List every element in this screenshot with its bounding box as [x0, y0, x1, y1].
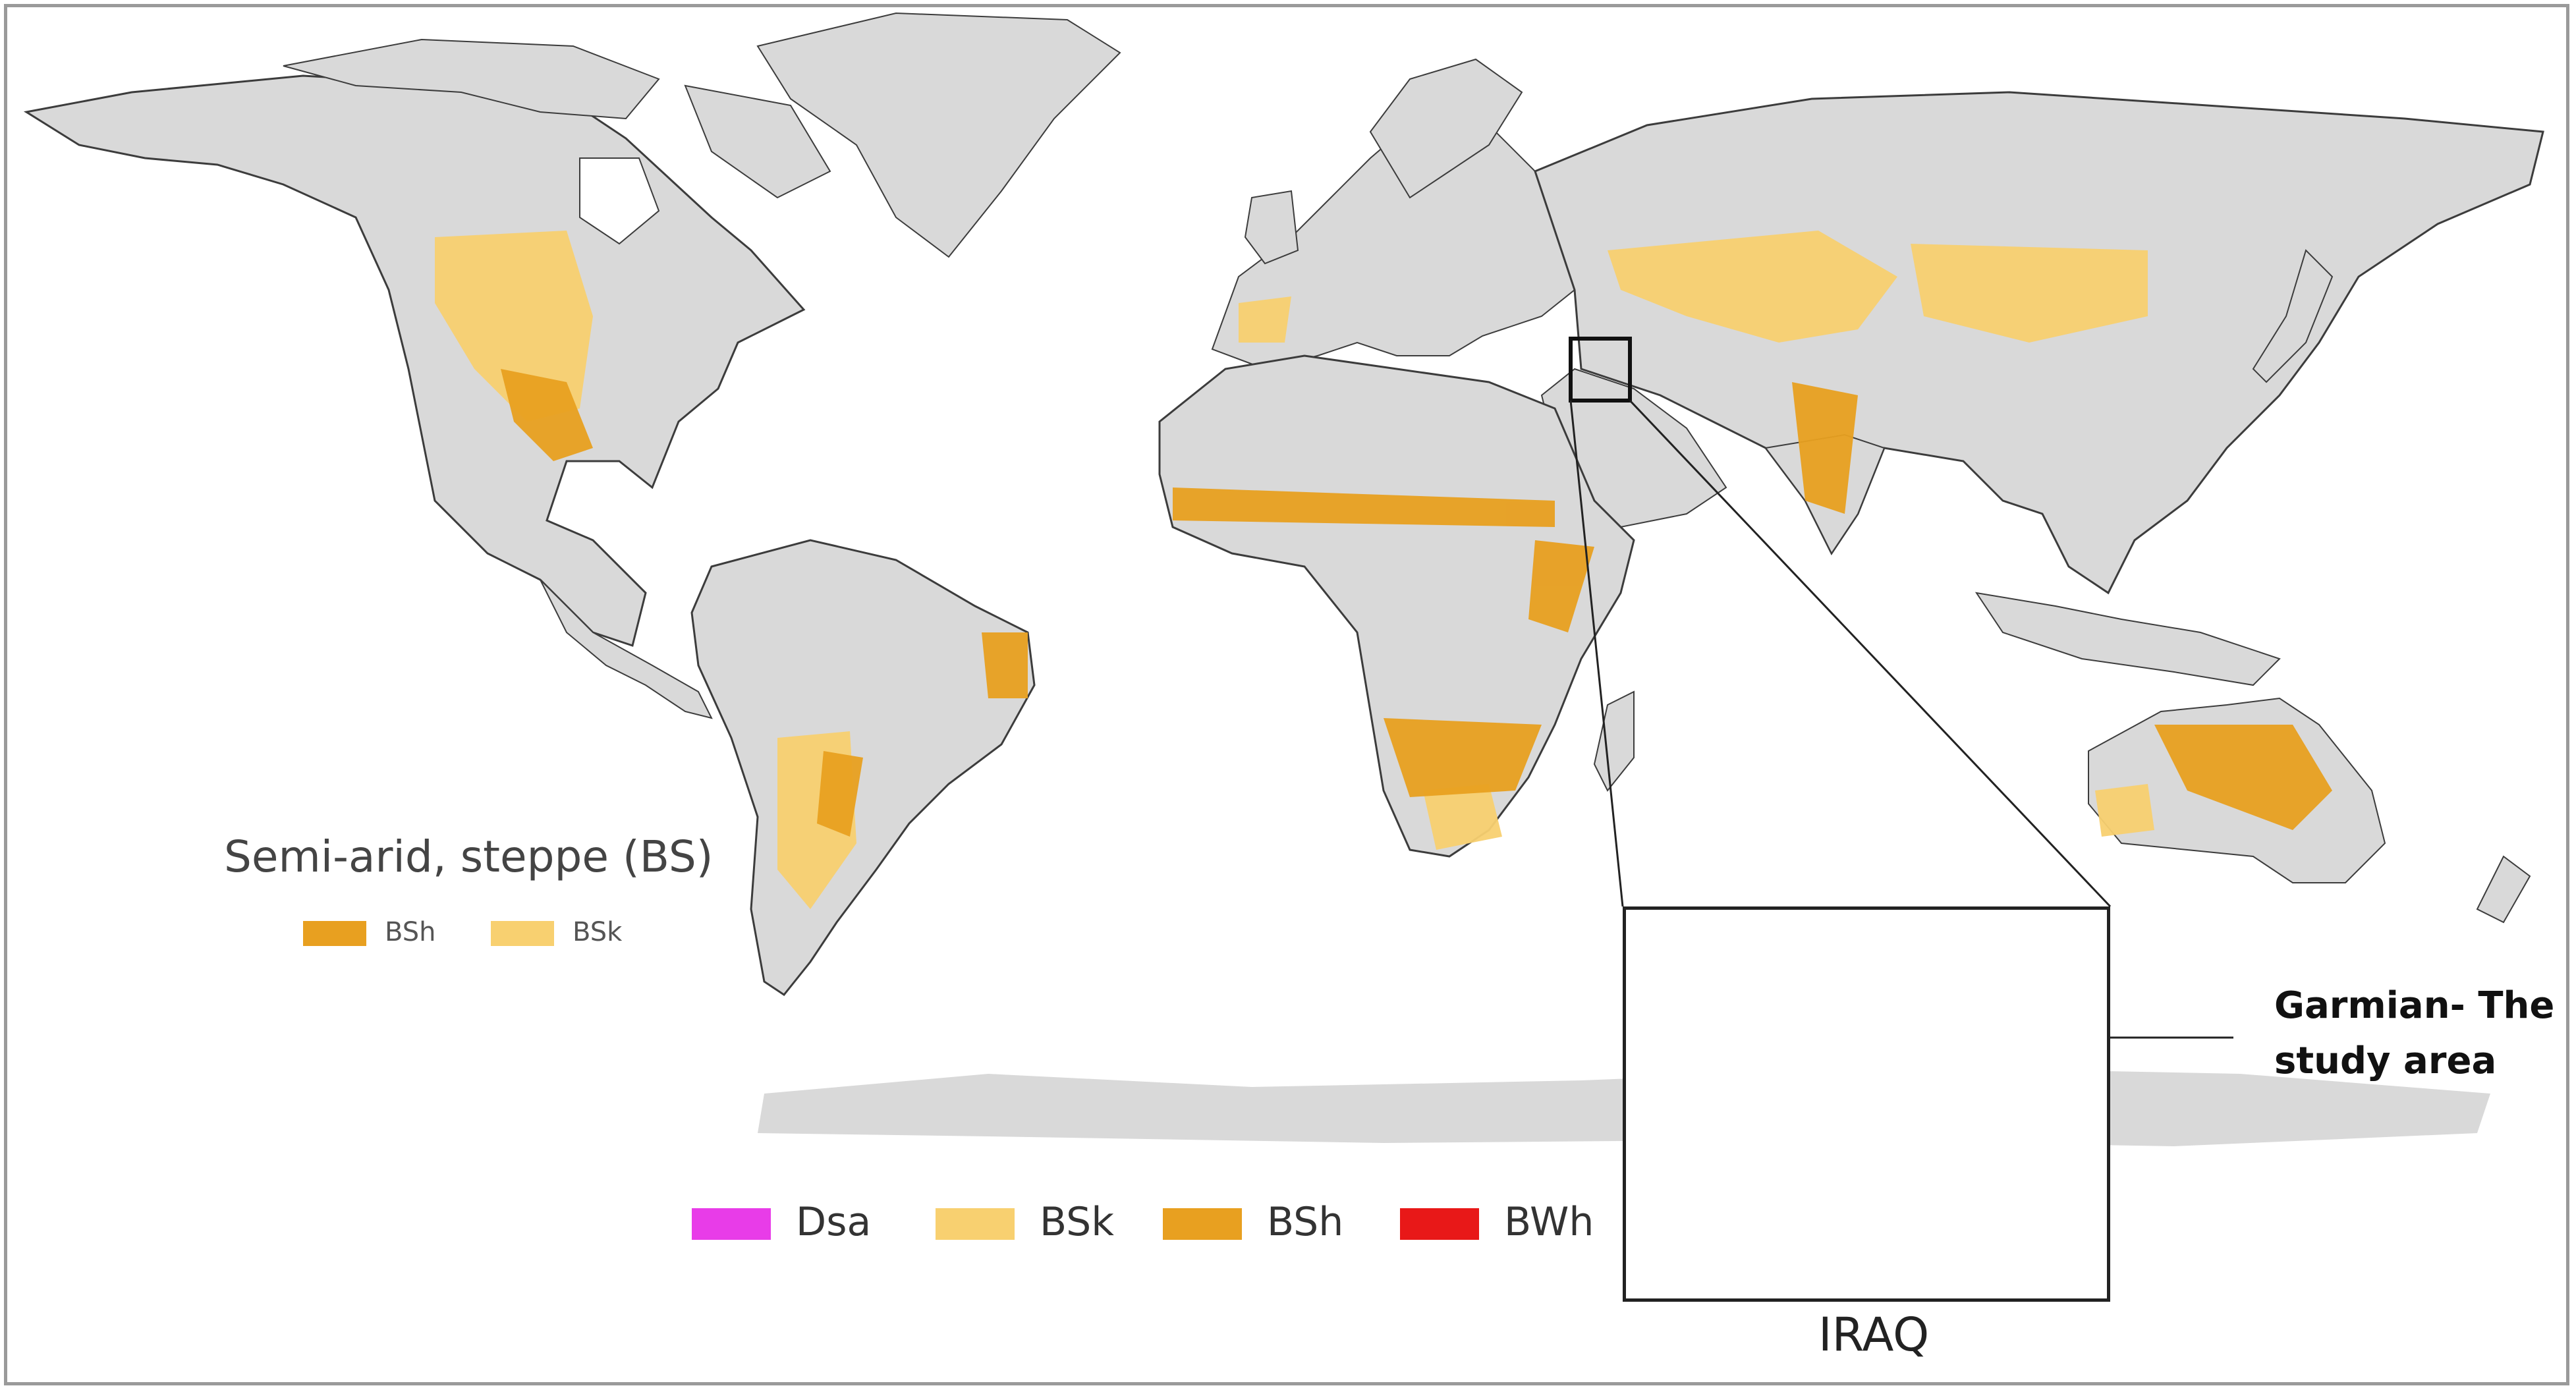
swatch-bsk [491, 921, 554, 946]
asia [1534, 91, 2544, 595]
greenland [756, 12, 1121, 258]
bsh-regions [501, 369, 2332, 837]
semiarid-legend-title: Semi-arid, steppe (BS) [224, 831, 714, 882]
arctic-islands [283, 38, 660, 120]
zoom-line-right [1629, 399, 2112, 908]
hudson-bay [579, 157, 660, 245]
legend-item-bwh: BWh [1400, 1199, 1594, 1245]
madagascar [1593, 690, 1635, 792]
legend-item-bsk: BSk [936, 1199, 1114, 1245]
swatch-bsh [303, 921, 366, 946]
study-area-box [1569, 337, 1632, 403]
swatch-bsk-main [936, 1208, 1015, 1240]
legend-item-bsh-small: BSh [303, 917, 435, 947]
swatch-dsa [692, 1208, 771, 1240]
baffin-island [684, 84, 831, 199]
bsk-regions [435, 231, 2154, 909]
scandinavia [1369, 58, 1523, 199]
swatch-bsh-main [1163, 1208, 1242, 1240]
legend-item-bsk-small: BSk [491, 917, 622, 947]
inset-frame [1623, 906, 2110, 1302]
map-frame [4, 4, 2569, 1385]
study-area-label: Garmian- The study area [2274, 984, 2555, 1082]
inset-title: IRAQ [1818, 1308, 1930, 1362]
japan [2252, 249, 2334, 383]
new-zealand [2476, 855, 2531, 924]
south-america [690, 539, 1036, 997]
legend-item-dsa: Dsa [692, 1199, 871, 1245]
swatch-bwh [1400, 1208, 1479, 1240]
north-america [23, 74, 806, 647]
central-america [540, 579, 713, 719]
zoom-line-left [1569, 400, 1624, 907]
legend-item-bsh: BSh [1163, 1199, 1343, 1245]
uk [1244, 190, 1299, 265]
southeast-asia-islands [1974, 592, 2281, 686]
